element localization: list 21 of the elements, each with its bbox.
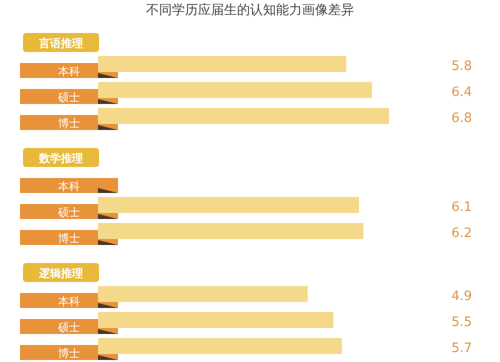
chart-subtitle: 数学推理 — [38, 152, 83, 165]
y-tick-label: 本科 — [58, 180, 80, 193]
y-tick-label: 博士 — [58, 232, 80, 245]
data-label: 5.5 — [451, 315, 472, 330]
y-tick-label: 硕士 — [57, 321, 80, 334]
data-label: 6.8 — [451, 111, 472, 126]
data-label: 6.2 — [451, 226, 472, 241]
data-label: 4.9 — [451, 289, 472, 304]
data-label: 6.1 — [451, 200, 472, 215]
data-label: 5.7 — [451, 341, 472, 356]
y-tick-label: 硕士 — [57, 206, 80, 219]
y-tick-label: 本科 — [58, 65, 80, 78]
data-label: 6.4 — [451, 85, 472, 100]
chart-subtitle: 逻辑推理 — [38, 267, 83, 280]
chart-subtitle: 言语推理 — [38, 37, 83, 50]
y-tick-label: 博士 — [58, 117, 80, 130]
data-label: 5.8 — [451, 59, 472, 74]
y-tick-label: 本科 — [58, 295, 80, 308]
y-tick-label: 硕士 — [57, 91, 80, 104]
chart-title: 不同学历应届生的认知能力画像差异 — [146, 2, 354, 18]
y-tick-label: 博士 — [58, 347, 80, 360]
